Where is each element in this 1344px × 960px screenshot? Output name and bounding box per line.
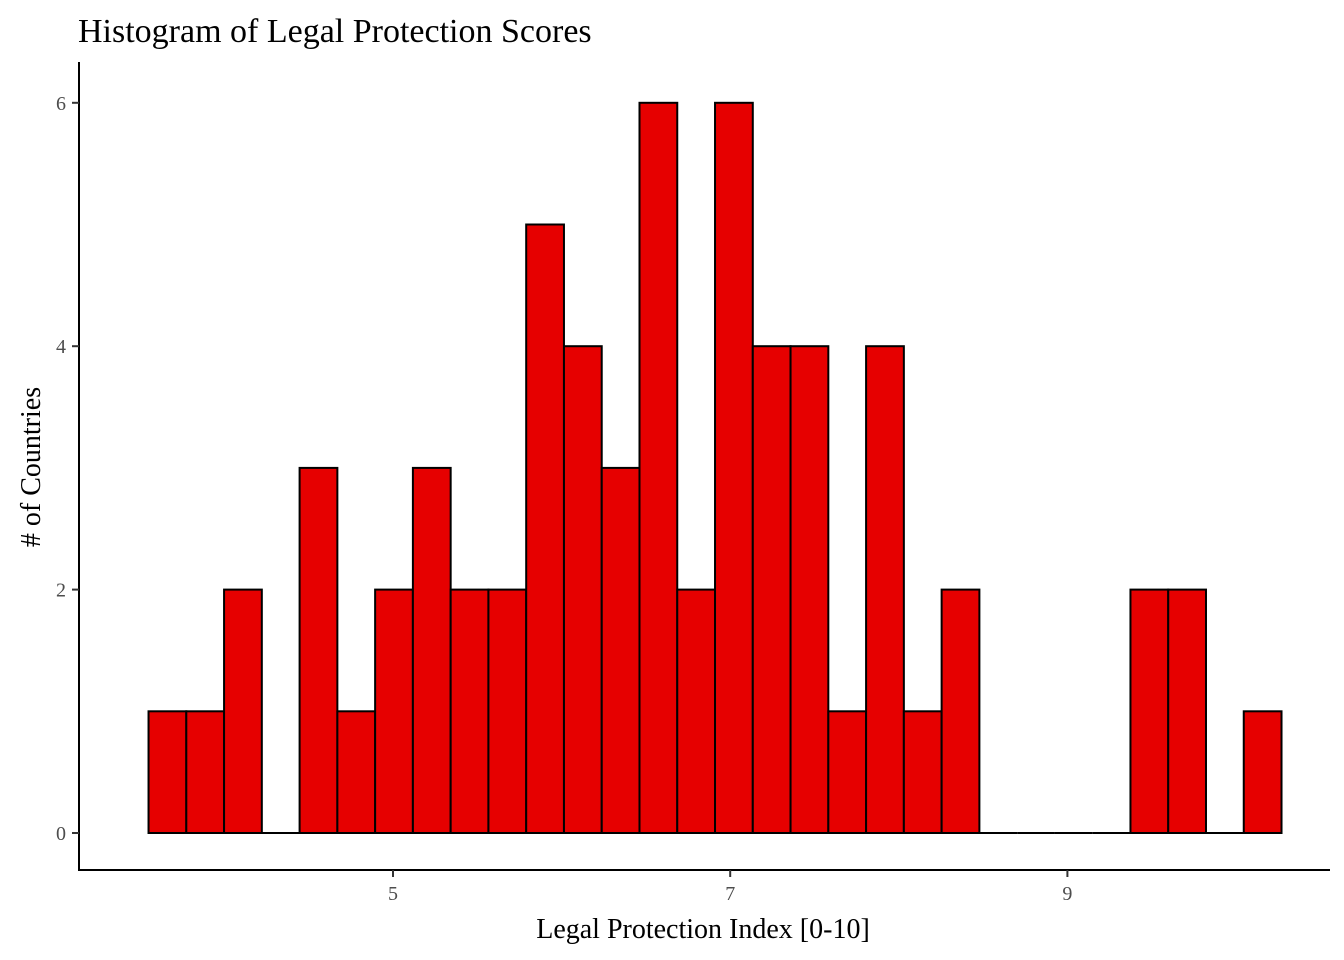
histogram-bar	[487, 588, 528, 834]
histogram-bar	[638, 101, 679, 835]
y-tick-label: 0	[56, 823, 66, 845]
bars-group	[147, 101, 1283, 835]
histogram-bar	[374, 588, 414, 834]
histogram-bar	[789, 345, 830, 834]
x-tick-label: 9	[1062, 883, 1072, 905]
histogram-bar	[223, 588, 263, 834]
histogram-bar	[336, 710, 377, 834]
histogram-bar	[1242, 710, 1283, 834]
y-tick-label: 6	[56, 93, 66, 115]
histogram-bar	[940, 588, 981, 834]
y-tick-label: 2	[56, 580, 66, 602]
x-tick-label: 7	[725, 883, 735, 905]
histogram-bar	[902, 710, 943, 834]
histogram-bar	[562, 345, 603, 834]
histogram-bar	[1129, 588, 1170, 834]
x-axis-label: Legal Protection Index [0-10]	[536, 914, 870, 945]
histogram-bar	[600, 466, 641, 834]
histogram-bar	[147, 710, 188, 834]
histogram-bar	[298, 466, 339, 834]
histogram-bar	[676, 588, 717, 834]
y-axis: 0 2 4 6	[56, 62, 80, 871]
histogram-bar	[827, 710, 868, 834]
histogram-bar	[411, 466, 452, 834]
x-tick-label: 5	[388, 883, 398, 905]
y-axis-label: # of Countries	[16, 387, 47, 547]
histogram-bar	[865, 345, 905, 834]
histogram-bar	[751, 345, 792, 834]
histogram-bar	[1167, 588, 1207, 834]
histogram-bar	[185, 710, 226, 834]
histogram-bar	[449, 588, 490, 834]
histogram-bar	[525, 223, 565, 834]
y-tick-label: 4	[56, 336, 66, 358]
chart-title: Histogram of Legal Protection Scores	[78, 13, 592, 50]
x-axis: 5 7 9	[78, 869, 1330, 905]
histogram-bar	[714, 101, 754, 835]
